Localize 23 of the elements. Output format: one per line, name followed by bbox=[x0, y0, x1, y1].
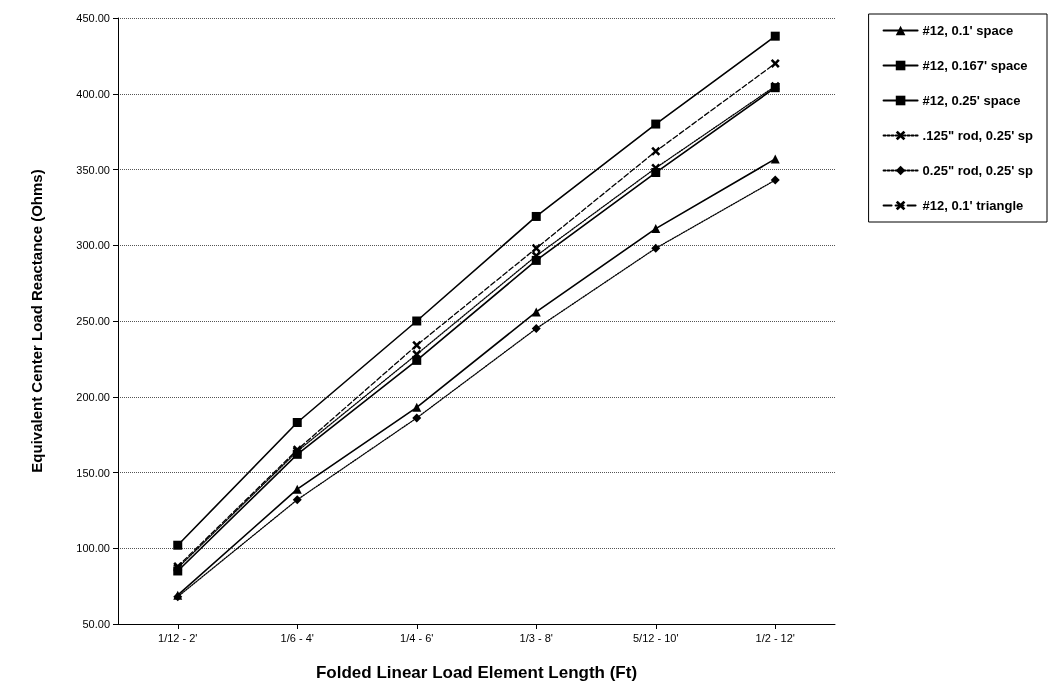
y-tick-label: 300.00 bbox=[76, 239, 110, 252]
legend-label: #12, 0.167' space bbox=[922, 58, 1028, 73]
y-tick-label: 350.00 bbox=[76, 163, 110, 176]
legend-label: #12, 0.1' triangle bbox=[922, 198, 1024, 213]
x-tick-label: 1/12 - 2' bbox=[158, 631, 198, 644]
y-tick-label: 200.00 bbox=[76, 390, 110, 403]
x-tick-label: 1/6 - 4' bbox=[280, 631, 314, 644]
x-axis-title: Folded Linear Load Element Length (Ft) bbox=[315, 663, 638, 682]
x-tick-label: 1/3 - 8' bbox=[519, 631, 553, 644]
y-tick-label: 450.00 bbox=[76, 12, 110, 24]
legend-label: #12, 0.25' space bbox=[922, 93, 1021, 108]
y-tick-label: 250.00 bbox=[76, 315, 110, 327]
legend-label: .125" rod, 0.25' sp bbox=[922, 128, 1034, 143]
x-tick-label: 5/12 - 10' bbox=[632, 631, 679, 644]
legend-label: 0.25" rod, 0.25' sp bbox=[922, 163, 1034, 178]
x-tick-label: 1/2 - 12' bbox=[755, 631, 795, 644]
x-tick-label: 1/4 - 6' bbox=[400, 631, 434, 644]
y-tick-label: 50.00 bbox=[82, 618, 110, 630]
legend-label: #12, 0.1' space bbox=[922, 23, 1014, 38]
y-tick-label: 100.00 bbox=[76, 542, 110, 555]
y-tick-label: 400.00 bbox=[76, 87, 110, 100]
y-axis-title: Equivalent Center Load Reactance (Ohms) bbox=[28, 169, 45, 473]
y-tick-label: 150.00 bbox=[76, 466, 110, 479]
